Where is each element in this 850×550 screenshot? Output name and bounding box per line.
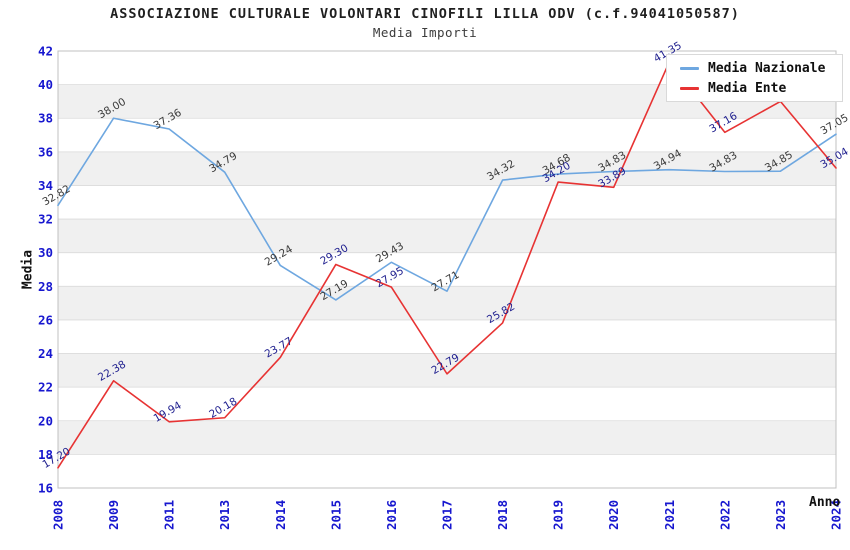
x-tick-label: 2009 [106, 500, 121, 530]
y-tick-label: 24 [38, 346, 53, 361]
y-tick-label: 42 [38, 44, 53, 59]
legend-box: Media Nazionale Media Ente [666, 54, 843, 102]
x-tick-label: 2016 [384, 500, 399, 530]
y-tick-label: 18 [38, 447, 53, 462]
y-tick-label: 22 [38, 380, 53, 395]
y-tick-label: 40 [38, 77, 53, 92]
plot-band [58, 420, 836, 455]
x-tick-label: 2020 [606, 500, 621, 530]
x-tick-label: 2024 [829, 500, 844, 530]
plot-band [58, 353, 836, 388]
x-tick-label: 2023 [773, 500, 788, 530]
y-tick-label: 28 [38, 279, 53, 294]
plot-band [58, 387, 836, 421]
y-tick-label: 16 [38, 481, 53, 496]
x-tick-label: 2011 [162, 500, 177, 530]
legend-item-media-ente: Media Ente [680, 81, 842, 96]
chart-subtitle: Media Importi [372, 25, 478, 40]
x-tick-label: 2008 [51, 500, 66, 530]
series-line-media-ente [57, 61, 837, 469]
y-tick-label: 32 [38, 212, 53, 227]
x-axis-title: Anno [809, 495, 841, 510]
x-tick-label: 2017 [440, 500, 455, 530]
x-tick-label: 2019 [551, 500, 566, 530]
x-tick-label: 2021 [662, 500, 677, 530]
y-tick-label: 38 [38, 111, 53, 126]
y-tick-label: 26 [38, 312, 53, 327]
plot-band [58, 319, 836, 354]
x-tick-label: 2018 [495, 500, 510, 530]
national-line-swatch-icon [680, 66, 699, 70]
legend-label: Media Ente [708, 80, 787, 96]
y-tick-label: 30 [38, 245, 53, 260]
x-tick-label: 2015 [328, 500, 343, 530]
legend-label: Media Nazionale [708, 60, 826, 76]
x-tick-label: 2013 [217, 500, 232, 530]
entity-line-swatch-icon [680, 86, 699, 90]
y-axis-title: Media [20, 249, 36, 290]
legend-item-media-nazionale: Media Nazionale [680, 61, 842, 76]
plot-band [58, 118, 836, 152]
plot-band [58, 454, 836, 488]
plot-band [58, 151, 836, 186]
y-tick-label: 36 [38, 144, 53, 159]
plot-band [58, 219, 836, 253]
plot-border [57, 50, 837, 489]
chart-title: ASSOCIAZIONE CULTURALE VOLONTARI CINOFIL… [110, 6, 740, 22]
plot-band [58, 185, 836, 220]
series-line-media-nazionale [57, 117, 837, 301]
y-tick-label: 34 [38, 178, 53, 193]
plot-band [58, 252, 836, 287]
x-tick-label: 2014 [273, 500, 288, 530]
x-tick-label: 2022 [717, 500, 732, 530]
y-tick-label: 20 [38, 413, 53, 428]
